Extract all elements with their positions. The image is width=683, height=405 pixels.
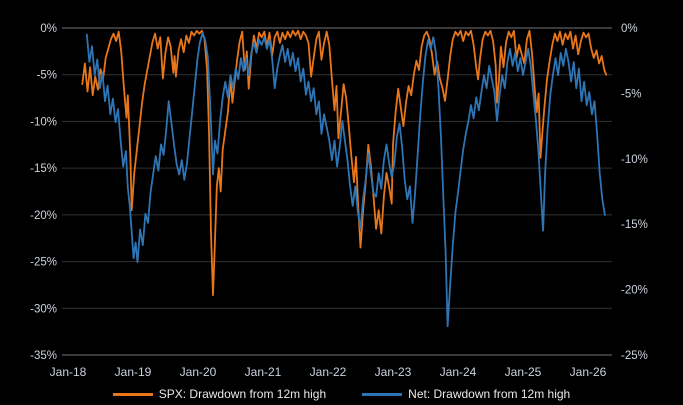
net-legend-label: Net: Drawdown from 12m high — [408, 387, 571, 401]
y-right-tick-label: -5% — [621, 88, 641, 100]
y-right-tick-label: -15% — [621, 219, 648, 231]
spx-legend-line — [112, 392, 153, 396]
net-legend-line — [362, 392, 403, 396]
legend-item-net: Net: Drawdown from 12m high — [362, 387, 570, 401]
x-tick-label: Jan-18 — [50, 365, 87, 379]
net-series-line — [85, 32, 606, 328]
y-left-tick-label: -5% — [37, 70, 57, 82]
x-tick-label: Jan-23 — [375, 365, 412, 379]
x-tick-label: Jan-21 — [245, 365, 282, 379]
y-left-tick-label: -30% — [30, 303, 57, 315]
legend-item-spx: SPX: Drawdown from 12m high — [112, 387, 327, 401]
x-tick-label: Jan-19 — [115, 365, 152, 379]
y-left-tick-label: 0% — [40, 23, 57, 35]
y-left-tick-label: -20% — [30, 210, 57, 222]
legend: SPX: Drawdown from 12m high Net: Drawdow… — [0, 387, 683, 401]
x-tick-label: Jan-26 — [570, 365, 607, 379]
y-right-tick-label: 0% — [621, 23, 638, 35]
x-tick-label: Jan-24 — [440, 365, 477, 379]
y-right-tick-label: -10% — [621, 154, 648, 166]
x-tick-label: Jan-20 — [180, 365, 217, 379]
y-right-tick-label: -25% — [621, 350, 648, 362]
y-left-tick-label: -35% — [30, 350, 57, 362]
y-left-tick-label: -15% — [30, 163, 57, 175]
y-left-tick-label: -25% — [30, 257, 57, 269]
x-tick-label: Jan-22 — [310, 365, 347, 379]
y-right-tick-label: -20% — [621, 285, 648, 297]
spx-series-line — [81, 29, 608, 297]
x-tick-label: Jan-25 — [505, 365, 542, 379]
y-left-tick-label: -10% — [30, 116, 57, 128]
spx-legend-label: SPX: Drawdown from 12m high — [158, 387, 327, 401]
